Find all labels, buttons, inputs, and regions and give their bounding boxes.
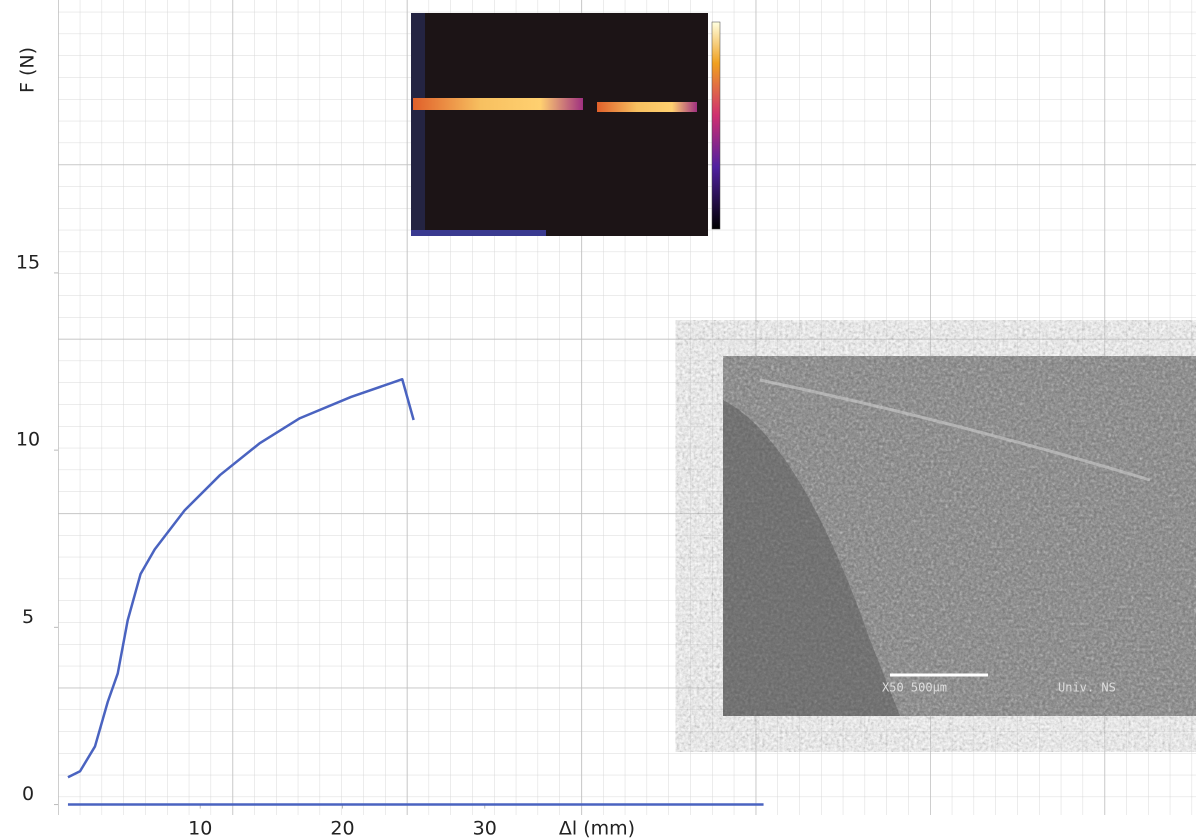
- y-axis-label: F (N): [17, 47, 39, 93]
- sem-scale-text: X50 500µm: [882, 681, 947, 695]
- thermal-inset: [411, 13, 721, 236]
- y-tick-label: 10: [16, 429, 40, 451]
- sem-label-text: Univ. NS: [1058, 681, 1116, 695]
- y-tick-label: 5: [22, 606, 34, 628]
- y-tick-label: 15: [16, 251, 40, 273]
- x-tick-label: 20: [330, 818, 354, 840]
- sem-inset: X50 500µm Univ. NS: [723, 356, 1196, 716]
- x-tick-label: 30: [473, 818, 497, 840]
- x-tick-label: 10: [188, 818, 212, 840]
- data-line: [67, 377, 415, 779]
- x-axis-label: Δl (mm): [559, 818, 635, 840]
- y-tick-label: 0: [22, 783, 34, 805]
